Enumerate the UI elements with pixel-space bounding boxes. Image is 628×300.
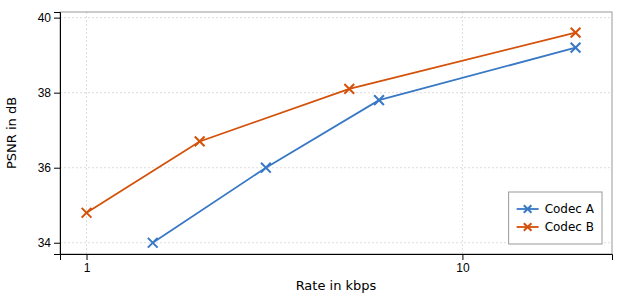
grid-line-x [86,12,87,254]
x-tick: 1 [84,254,91,275]
legend-label: Codec B [545,220,594,234]
y-tick-mark [54,168,60,169]
grid-line-x [462,12,463,254]
x-axis-title: Rate in kbps [296,278,377,293]
plot-area [82,28,581,248]
y-tick-label: 40 [38,11,52,25]
y-tick-mark [54,243,60,244]
series-marker [195,137,205,147]
y-tick-mark [54,93,60,94]
y-axis: 34 36 38 40 [38,11,61,255]
x-tick: 10 [456,254,470,275]
grid-line-y [60,17,612,18]
x-axis-line [61,255,613,261]
series-marker [344,84,354,94]
y-tick: 36 [38,161,60,175]
x-tick-label: 1 [84,261,91,275]
x-tick-label: 10 [456,261,470,275]
plot-frame [60,12,612,254]
x-axis: 1 10 [61,254,613,275]
grid [60,12,612,254]
series-marker [374,95,384,105]
series-marker [82,208,92,218]
legend: Codec A Codec B [509,192,602,244]
y-tick-label: 36 [38,161,52,175]
y-tick-label: 38 [38,86,52,100]
series-line [87,33,576,213]
grid-line-y [60,167,612,168]
y-axis-title: PSNR in dB [4,97,19,169]
legend-box [509,192,602,244]
chart: 1 10 34 36 38 40 Rate in kbps PSNR in dB Codec A… [0,0,628,300]
series-marker [148,238,158,248]
y-tick: 40 [38,11,60,25]
legend-marker [524,223,532,231]
series-marker [571,28,581,38]
series-marker [571,43,581,53]
series-marker [261,163,271,173]
legend-marker [524,205,532,213]
y-tick: 34 [38,236,60,250]
x-tick-mark [87,254,88,260]
legend-label: Codec A [545,202,595,216]
y-axis-line [54,13,61,255]
y-tick: 38 [38,86,60,100]
x-tick-mark [462,254,463,260]
y-tick-label: 34 [38,236,52,250]
y-tick-mark [54,18,60,19]
